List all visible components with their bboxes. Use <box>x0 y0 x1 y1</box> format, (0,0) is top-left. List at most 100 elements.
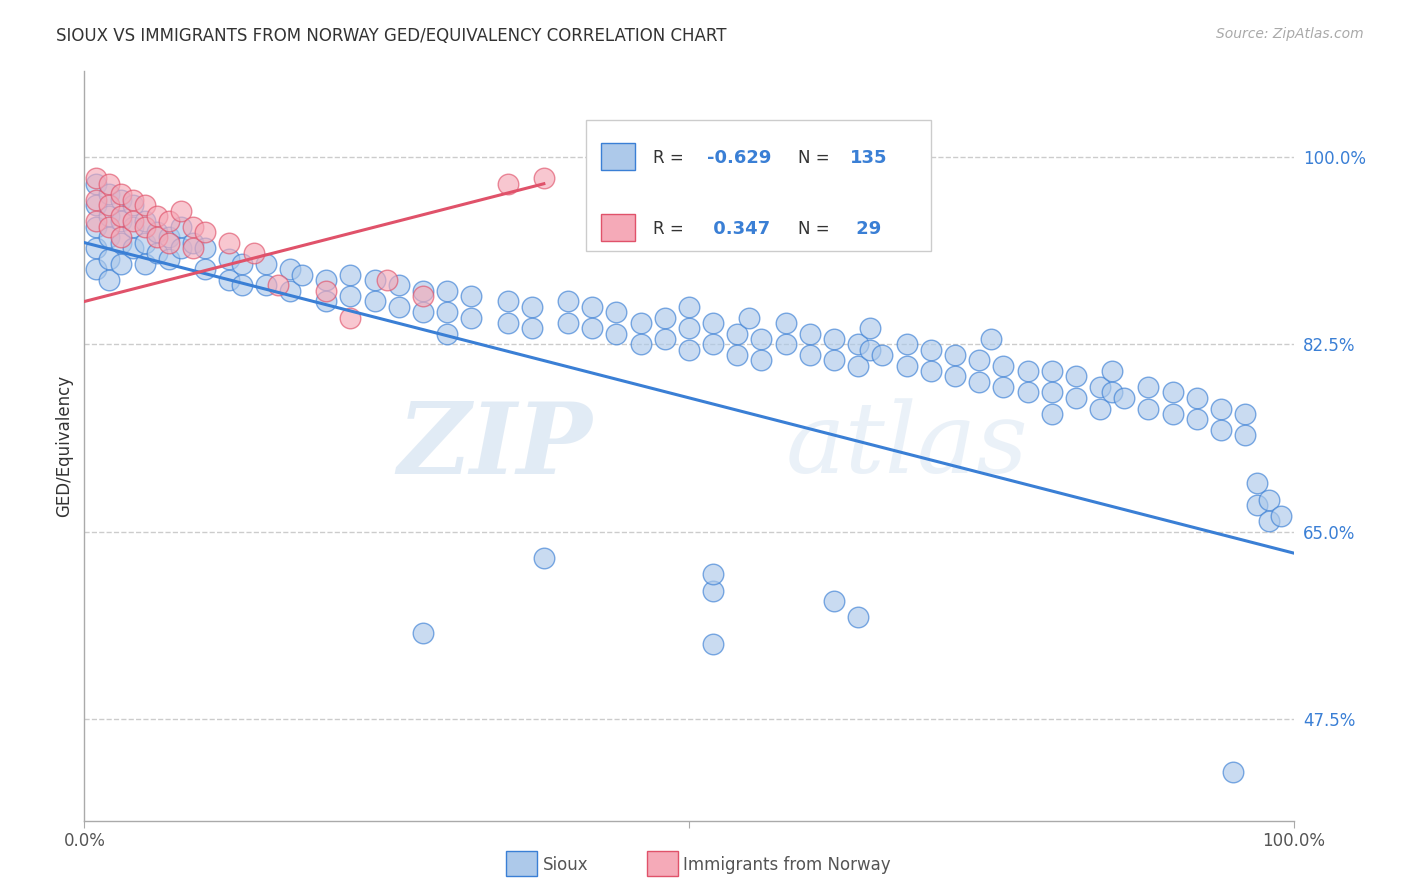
Point <box>134 219 156 234</box>
Point <box>157 252 180 266</box>
Text: ZIP: ZIP <box>398 398 592 494</box>
Point <box>110 193 132 207</box>
Point <box>1101 364 1123 378</box>
Point <box>157 230 180 244</box>
Point <box>1270 508 1292 523</box>
Text: -0.629: -0.629 <box>707 149 772 167</box>
Point <box>157 235 180 250</box>
Point <box>97 252 120 266</box>
Point <box>799 348 821 362</box>
Point <box>943 348 966 362</box>
Point <box>146 230 169 244</box>
Point <box>1137 401 1160 416</box>
Point <box>121 214 143 228</box>
Point <box>412 289 434 303</box>
Point <box>1088 401 1111 416</box>
Point <box>738 310 761 325</box>
Point <box>110 214 132 228</box>
Point <box>1040 385 1063 400</box>
Point <box>678 321 700 335</box>
Point <box>86 193 108 207</box>
Point <box>823 353 845 368</box>
Point <box>896 359 918 373</box>
Point <box>581 321 603 335</box>
Point <box>823 594 845 608</box>
Point <box>363 294 385 309</box>
Point <box>315 273 337 287</box>
Text: R =: R = <box>652 219 683 237</box>
Point <box>218 273 240 287</box>
Point <box>557 294 579 309</box>
Text: atlas: atlas <box>786 399 1028 493</box>
Point <box>267 278 290 293</box>
Point <box>194 262 217 277</box>
Point <box>872 348 894 362</box>
Point <box>605 305 627 319</box>
Point <box>339 289 361 303</box>
Point <box>1258 492 1281 507</box>
Point <box>134 198 156 212</box>
Point <box>436 284 458 298</box>
Point <box>920 343 942 357</box>
Y-axis label: GED/Equivalency: GED/Equivalency <box>55 375 73 517</box>
Point <box>121 219 143 234</box>
Text: Source: ZipAtlas.com: Source: ZipAtlas.com <box>1216 27 1364 41</box>
Point <box>388 300 411 314</box>
Point <box>1040 407 1063 421</box>
Point <box>134 235 156 250</box>
Point <box>181 241 204 255</box>
Point <box>134 257 156 271</box>
Point <box>218 235 240 250</box>
Point <box>86 198 108 212</box>
Point <box>1185 391 1208 405</box>
Point <box>291 268 314 282</box>
Point <box>581 300 603 314</box>
Point <box>242 246 264 260</box>
Point <box>1185 412 1208 426</box>
Point <box>110 230 132 244</box>
Text: N =: N = <box>797 149 830 167</box>
Point <box>1088 380 1111 394</box>
Point <box>520 321 543 335</box>
Point <box>751 332 773 346</box>
Point <box>339 310 361 325</box>
Point <box>110 235 132 250</box>
Point <box>254 257 277 271</box>
Point <box>134 214 156 228</box>
Point <box>1246 498 1268 512</box>
Point <box>97 177 120 191</box>
Point <box>678 300 700 314</box>
Point <box>170 203 193 218</box>
Point <box>254 278 277 293</box>
Point <box>181 219 204 234</box>
Point <box>218 252 240 266</box>
Point <box>533 551 555 566</box>
Point <box>496 316 519 330</box>
Point <box>775 316 797 330</box>
Point <box>1040 364 1063 378</box>
Point <box>388 278 411 293</box>
Point <box>375 273 398 287</box>
Point <box>967 353 990 368</box>
Point <box>146 209 169 223</box>
Point <box>315 294 337 309</box>
Point <box>1161 385 1184 400</box>
Point <box>557 316 579 330</box>
Text: R =: R = <box>652 149 683 167</box>
Point <box>678 343 700 357</box>
Point <box>751 353 773 368</box>
Point <box>231 257 253 271</box>
Point <box>859 343 882 357</box>
Point <box>86 219 108 234</box>
Point <box>859 321 882 335</box>
Point <box>97 209 120 223</box>
Point <box>846 610 869 624</box>
Point <box>1234 428 1257 442</box>
Point <box>775 337 797 351</box>
Text: Sioux: Sioux <box>543 856 588 874</box>
Point <box>363 273 385 287</box>
Point <box>231 278 253 293</box>
Point <box>993 380 1015 394</box>
Point <box>86 177 108 191</box>
Point <box>146 225 169 239</box>
